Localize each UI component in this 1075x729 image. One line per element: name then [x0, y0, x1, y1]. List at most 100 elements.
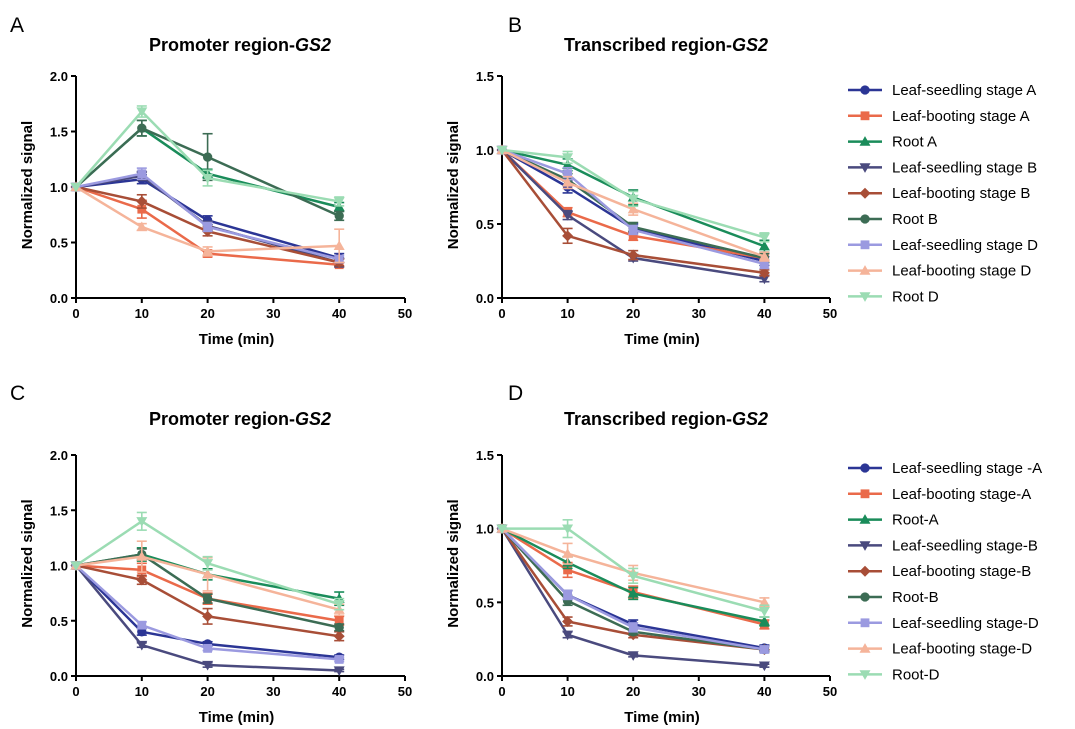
data-point — [202, 660, 214, 671]
chart-title-main: Transcribed region- — [564, 409, 732, 429]
data-point — [333, 600, 345, 610]
x-tick-label: 20 — [626, 684, 640, 699]
series-path — [75, 564, 340, 661]
data-point — [202, 559, 214, 569]
x-tick-label: 20 — [626, 306, 640, 321]
legend-label: Leaf-booting stage-B — [892, 563, 1031, 580]
series-path — [501, 148, 765, 266]
legend-item: Root B — [848, 211, 938, 228]
legend-item: Leaf-booting stage B — [848, 185, 1030, 202]
legend-label: Leaf-booting stage A — [892, 108, 1030, 125]
x-axis-label: Time (min) — [199, 709, 275, 726]
data-point — [136, 221, 148, 232]
y-tick-label: 1.5 — [476, 69, 494, 84]
x-tick-label: 0 — [498, 306, 505, 321]
data-point — [333, 666, 345, 676]
data-point — [760, 259, 769, 269]
panel-b: B Transcribed region-GS2 0 10 20 30 40 50 0.0 0.5… — [445, 14, 1038, 348]
legend-item: Root D — [848, 288, 939, 305]
data-point — [758, 233, 770, 243]
legend-label: Leaf-seedling stage -A — [892, 460, 1042, 477]
legend-label: Leaf-booting stage-A — [892, 486, 1031, 503]
data-point — [627, 194, 639, 205]
data-point — [628, 231, 638, 241]
data-point — [202, 568, 214, 579]
legend-label: Root-B — [892, 589, 939, 606]
legend-marker — [859, 514, 871, 524]
legend-marker — [860, 240, 870, 250]
series-path — [501, 149, 765, 275]
legend-marker — [859, 163, 871, 173]
legend-item: Leaf-seedling stage D — [848, 237, 1038, 254]
legend-item: Leaf-seedling stage A — [848, 82, 1036, 99]
data-point — [562, 615, 574, 627]
x-tick-label: 0 — [72, 306, 79, 321]
series-path — [501, 527, 765, 623]
series-line — [496, 523, 770, 608]
legend-item: Leaf-booting stage-D — [848, 641, 1032, 658]
y-tick-label: 0.5 — [476, 217, 494, 232]
legend-label: Leaf-seedling stage-B — [892, 537, 1038, 554]
data-point — [70, 561, 82, 571]
data-point — [758, 607, 770, 617]
data-point — [70, 182, 82, 193]
data-point — [758, 240, 770, 251]
x-axis-label: Time (min) — [624, 331, 700, 348]
data-point — [562, 548, 574, 558]
data-point — [137, 169, 147, 179]
legend: Leaf-seedling stage A Leaf-booting stage … — [848, 82, 1038, 305]
series-path — [75, 185, 340, 266]
data-point — [202, 593, 213, 604]
legend-marker — [860, 463, 870, 473]
data-point — [137, 123, 147, 133]
x-tick-label: 10 — [135, 684, 149, 699]
y-axis-label: Normalized signal — [445, 121, 462, 249]
data-point — [758, 615, 770, 626]
x-tick-label: 20 — [200, 306, 214, 321]
legend-label: Leaf-booting stage-D — [892, 641, 1032, 658]
x-tick-label: 30 — [692, 684, 706, 699]
series-path — [75, 520, 340, 606]
x-tick-label: 10 — [560, 684, 574, 699]
series-path — [75, 185, 340, 264]
panel-d: D Transcribed region-GS2 0 10 20 30 40 50 0.0 0.5… — [445, 382, 1042, 726]
x-tick-label: 30 — [266, 684, 280, 699]
data-point — [562, 153, 574, 163]
x-tick-label: 0 — [72, 684, 79, 699]
legend-label: Root A — [892, 134, 937, 151]
data-point — [758, 251, 770, 261]
data-point — [627, 571, 639, 582]
chart-title-gene: GS2 — [732, 35, 768, 55]
x-tick-label: 10 — [135, 306, 149, 321]
chart-title: Transcribed region-GS2 — [564, 409, 768, 429]
x-tick-label: 30 — [266, 306, 280, 321]
legend-item: Leaf-booting stage D — [848, 263, 1031, 280]
y-axis-label: Normalized signal — [445, 499, 462, 627]
data-point — [202, 610, 214, 622]
series-line — [496, 144, 770, 279]
legend-label: Root-A — [892, 512, 939, 529]
series-path — [500, 528, 765, 667]
legend-item: Root-D — [848, 666, 940, 683]
series-path — [501, 148, 765, 258]
data-point — [333, 240, 345, 250]
legend-label: Root D — [892, 288, 939, 305]
data-point — [202, 245, 214, 256]
series-path — [501, 527, 765, 651]
panel-letter: A — [10, 14, 24, 37]
legend-label: Root B — [892, 211, 938, 228]
data-point — [628, 622, 638, 632]
data-point — [333, 197, 345, 207]
x-tick-label: 50 — [398, 684, 412, 699]
series-path — [501, 149, 765, 280]
series-path — [75, 555, 340, 611]
legend-label: Leaf-booting stage D — [892, 263, 1031, 280]
y-tick-label: 1.0 — [50, 180, 68, 195]
data-point — [136, 551, 148, 561]
x-tick-label: 40 — [332, 306, 346, 321]
chart-title: Promoter region-GS2 — [149, 35, 331, 55]
data-point — [136, 195, 148, 207]
series-path — [501, 148, 765, 239]
series-path — [75, 185, 340, 253]
